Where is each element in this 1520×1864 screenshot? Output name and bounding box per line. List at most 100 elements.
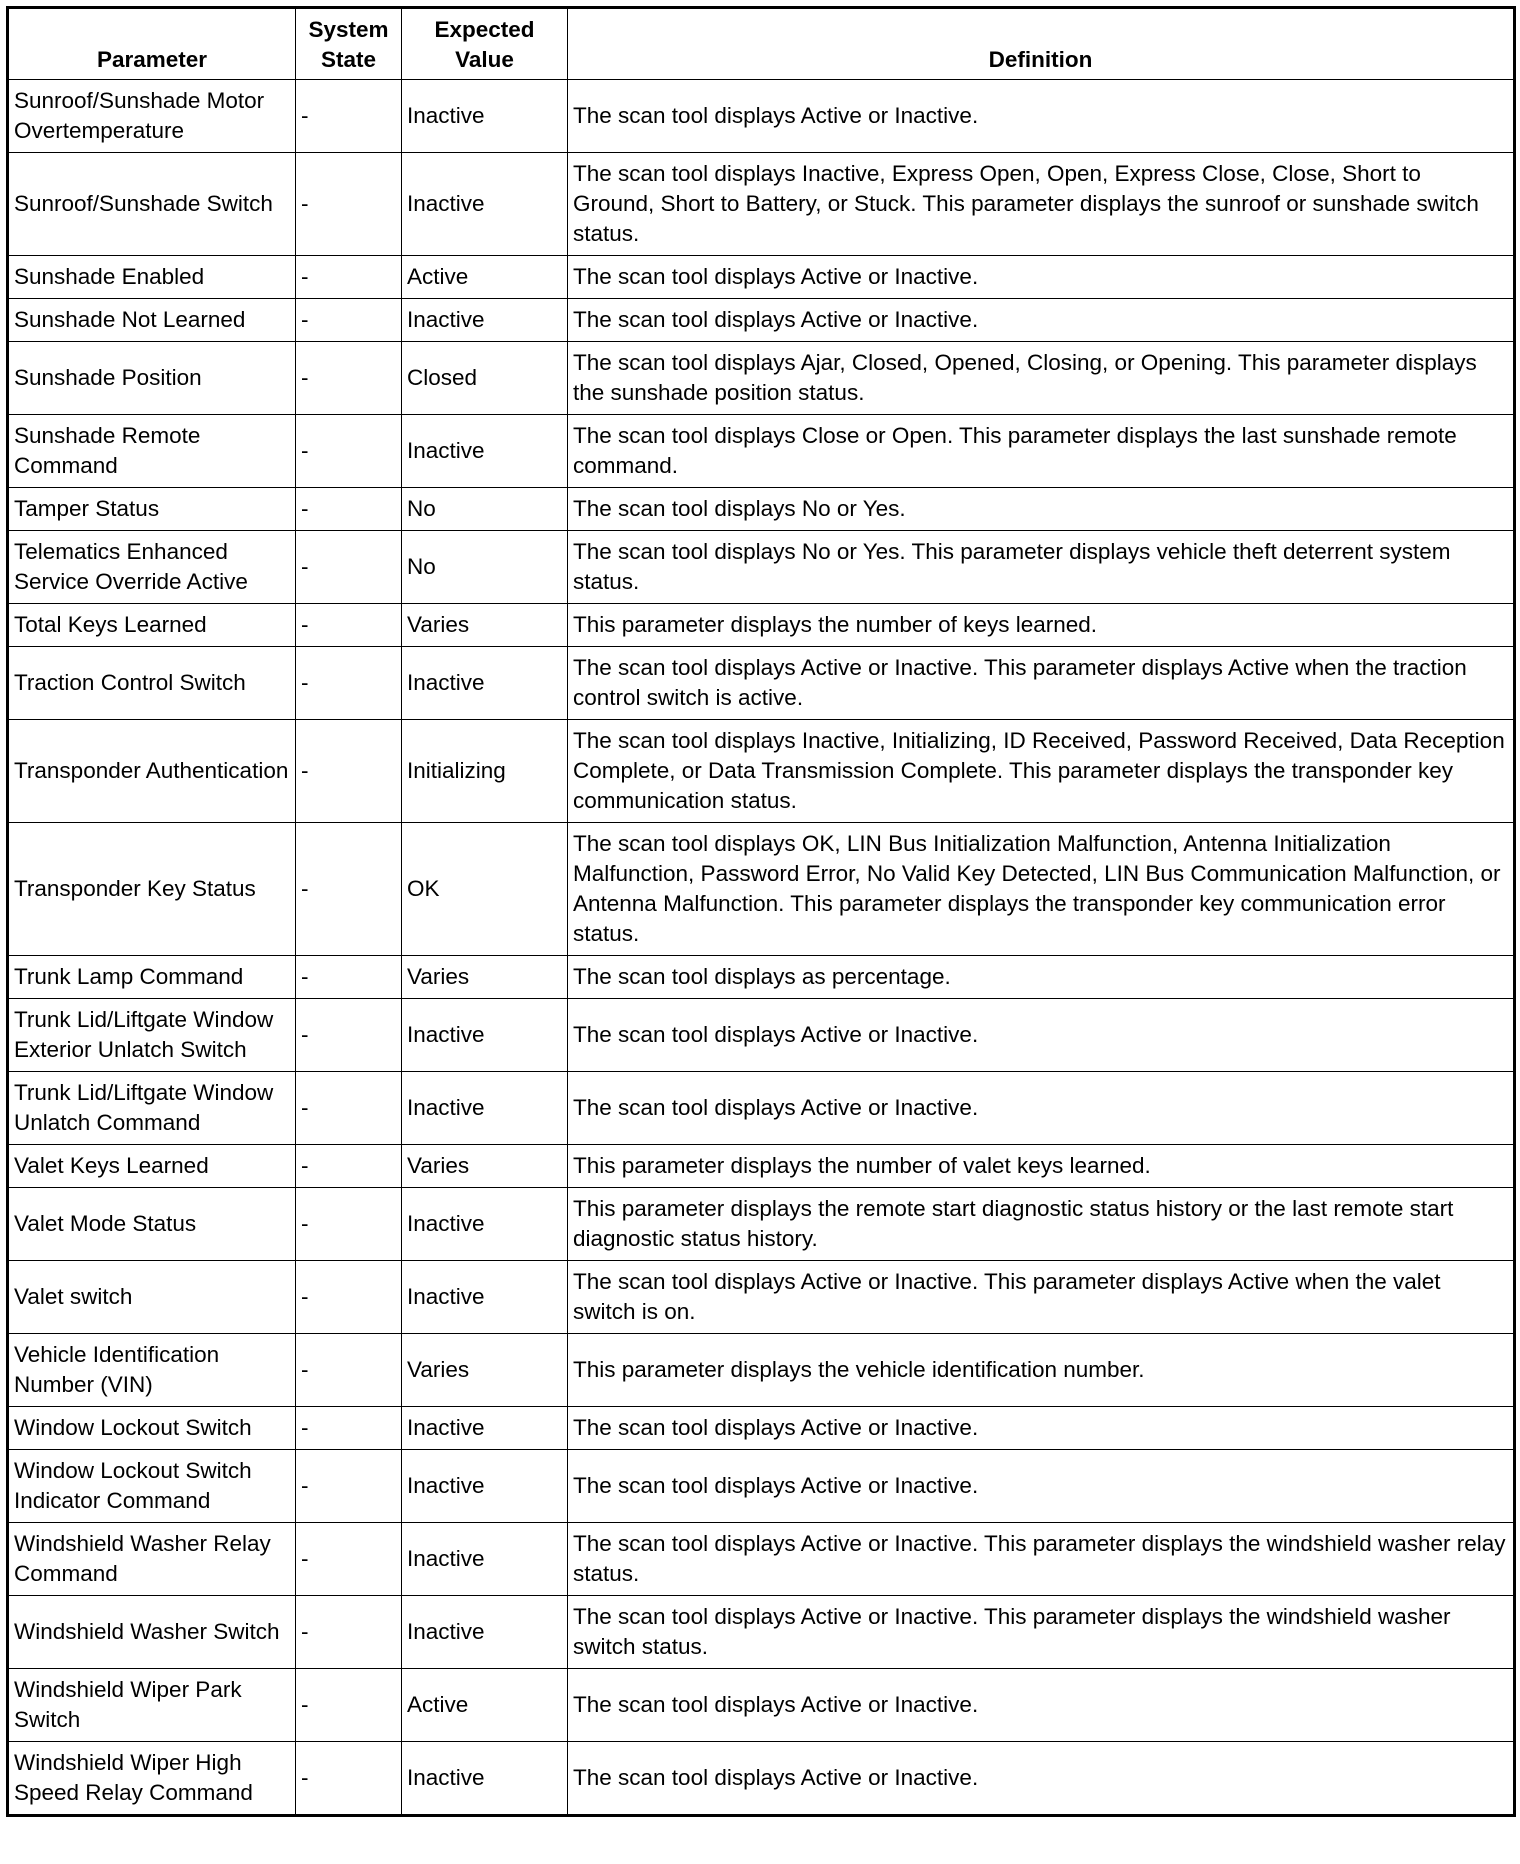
cell-parameter: Trunk Lid/Liftgate Window Unlatch Comman… [7, 1071, 296, 1145]
table-row: Tamper Status - No The scan tool displays N… [7, 487, 1515, 531]
cell-expected-value: Initializing [401, 719, 568, 823]
cell-system-state: - [295, 1741, 402, 1816]
table-row: Sunshade Remote Command - Inactive The scan… [7, 414, 1515, 488]
table-row: Valet Mode Status - Inactive This parameter… [7, 1187, 1515, 1261]
cell-system-state: - [295, 79, 402, 153]
cell-expected-value: Inactive [401, 1260, 568, 1334]
cell-parameter: Valet switch [7, 1260, 296, 1334]
cell-parameter: Traction Control Switch [7, 646, 296, 720]
cell-system-state: - [295, 1668, 402, 1742]
cell-parameter: Total Keys Learned [7, 603, 296, 647]
cell-expected-value: Active [401, 255, 568, 299]
table-row: Transponder Key Status - OK The scan tool d… [7, 822, 1515, 956]
cell-definition: The scan tool displays Close or Open. Th… [567, 414, 1515, 488]
cell-parameter: Valet Keys Learned [7, 1144, 296, 1188]
cell-expected-value: No [401, 530, 568, 604]
cell-expected-value: Active [401, 1668, 568, 1742]
cell-expected-value: Inactive [401, 414, 568, 488]
cell-parameter: Sunshade Position [7, 341, 296, 415]
cell-expected-value: Inactive [401, 998, 568, 1072]
cell-expected-value: Inactive [401, 1071, 568, 1145]
cell-definition: The scan tool displays Ajar, Closed, Ope… [567, 341, 1515, 415]
header-system-state: System State [295, 7, 402, 80]
cell-definition: The scan tool displays Inactive, Express… [567, 152, 1515, 256]
cell-system-state: - [295, 341, 402, 415]
header-row: Parameter System State Expected Value De… [7, 7, 1515, 80]
cell-system-state: - [295, 530, 402, 604]
header-parameter: Parameter [7, 7, 296, 80]
table-row: Windshield Washer Relay Command - Inactive… [7, 1522, 1515, 1596]
cell-expected-value: OK [401, 822, 568, 956]
header-definition: Definition [567, 7, 1515, 80]
cell-parameter: Sunroof/Sunshade Switch [7, 152, 296, 256]
cell-definition: The scan tool displays Active or Inactiv… [567, 1406, 1515, 1450]
cell-parameter: Sunshade Not Learned [7, 298, 296, 342]
cell-system-state: - [295, 1333, 402, 1407]
cell-system-state: - [295, 1595, 402, 1669]
cell-definition: The scan tool displays Active or Inactiv… [567, 1595, 1515, 1669]
cell-definition: The scan tool displays Active or Inactiv… [567, 1449, 1515, 1523]
table-row: Sunshade Enabled - Active The scan tool dis… [7, 255, 1515, 299]
cell-expected-value: Inactive [401, 1741, 568, 1816]
table-row: Window Lockout Switch Indicator Command -… [7, 1449, 1515, 1523]
cell-definition: This parameter displays the number of ke… [567, 603, 1515, 647]
cell-definition: The scan tool displays as percentage. [567, 955, 1515, 999]
table-row: Valet Keys Learned - Varies This parameter … [7, 1144, 1515, 1188]
cell-system-state: - [295, 298, 402, 342]
cell-definition: This parameter displays the number of va… [567, 1144, 1515, 1188]
cell-expected-value: Varies [401, 955, 568, 999]
cell-definition: The scan tool displays No or Yes. This p… [567, 530, 1515, 604]
cell-system-state: - [295, 152, 402, 256]
cell-system-state: - [295, 822, 402, 956]
table-row: Sunshade Not Learned - Inactive The scan to… [7, 298, 1515, 342]
cell-definition: The scan tool displays No or Yes. [567, 487, 1515, 531]
cell-expected-value: Inactive [401, 79, 568, 153]
table-row: Windshield Wiper High Speed Relay Comman… [7, 1741, 1515, 1816]
table-row: Window Lockout Switch - Inactive The scan t… [7, 1406, 1515, 1450]
cell-definition: This parameter displays the vehicle iden… [567, 1333, 1515, 1407]
cell-parameter: Window Lockout Switch [7, 1406, 296, 1450]
table-row: Windshield Washer Switch - Inactive The sca… [7, 1595, 1515, 1669]
cell-parameter: Windshield Wiper High Speed Relay Comman… [7, 1741, 296, 1816]
cell-expected-value: Varies [401, 1144, 568, 1188]
cell-system-state: - [295, 1522, 402, 1596]
cell-definition: The scan tool displays Active or Inactiv… [567, 998, 1515, 1072]
cell-parameter: Telematics Enhanced Service Override Act… [7, 530, 296, 604]
parameter-table: Parameter System State Expected Value De… [6, 6, 1516, 1817]
cell-definition: The scan tool displays Active or Inactiv… [567, 646, 1515, 720]
cell-parameter: Windshield Wiper Park Switch [7, 1668, 296, 1742]
cell-expected-value: Inactive [401, 1449, 568, 1523]
cell-system-state: - [295, 1071, 402, 1145]
table-row: Sunshade Position - Closed The scan tool di… [7, 341, 1515, 415]
table-row: Trunk Lid/Liftgate Window Exterior Unlat… [7, 998, 1515, 1072]
cell-expected-value: Inactive [401, 152, 568, 256]
cell-system-state: - [295, 1406, 402, 1450]
table-row: Telematics Enhanced Service Override Act… [7, 530, 1515, 604]
cell-parameter: Vehicle Identification Number (VIN) [7, 1333, 296, 1407]
cell-system-state: - [295, 1260, 402, 1334]
cell-definition: The scan tool displays OK, LIN Bus Initi… [567, 822, 1515, 956]
cell-system-state: - [295, 955, 402, 999]
table-row: Vehicle Identification Number (VIN) - Vari… [7, 1333, 1515, 1407]
cell-parameter: Sunshade Remote Command [7, 414, 296, 488]
cell-definition: The scan tool displays Active or Inactiv… [567, 1260, 1515, 1334]
table-body: Sunroof/Sunshade Motor Overtemperature - I… [7, 79, 1515, 1816]
cell-system-state: - [295, 603, 402, 647]
cell-system-state: - [295, 1187, 402, 1261]
table-row: Total Keys Learned - Varies This parameter … [7, 603, 1515, 647]
table-row: Windshield Wiper Park Switch - Active The s… [7, 1668, 1515, 1742]
cell-expected-value: Varies [401, 603, 568, 647]
cell-parameter: Transponder Key Status [7, 822, 296, 956]
cell-definition: The scan tool displays Inactive, Initial… [567, 719, 1515, 823]
cell-expected-value: Varies [401, 1333, 568, 1407]
header-expected-value: Expected Value [401, 7, 568, 80]
cell-parameter: Trunk Lid/Liftgate Window Exterior Unlat… [7, 998, 296, 1072]
cell-definition: The scan tool displays Active or Inactiv… [567, 255, 1515, 299]
cell-definition: The scan tool displays Active or Inactiv… [567, 79, 1515, 153]
cell-system-state: - [295, 998, 402, 1072]
cell-system-state: - [295, 719, 402, 823]
cell-system-state: - [295, 1449, 402, 1523]
cell-system-state: - [295, 255, 402, 299]
cell-definition: This parameter displays the remote start… [567, 1187, 1515, 1261]
cell-parameter: Window Lockout Switch Indicator Command [7, 1449, 296, 1523]
